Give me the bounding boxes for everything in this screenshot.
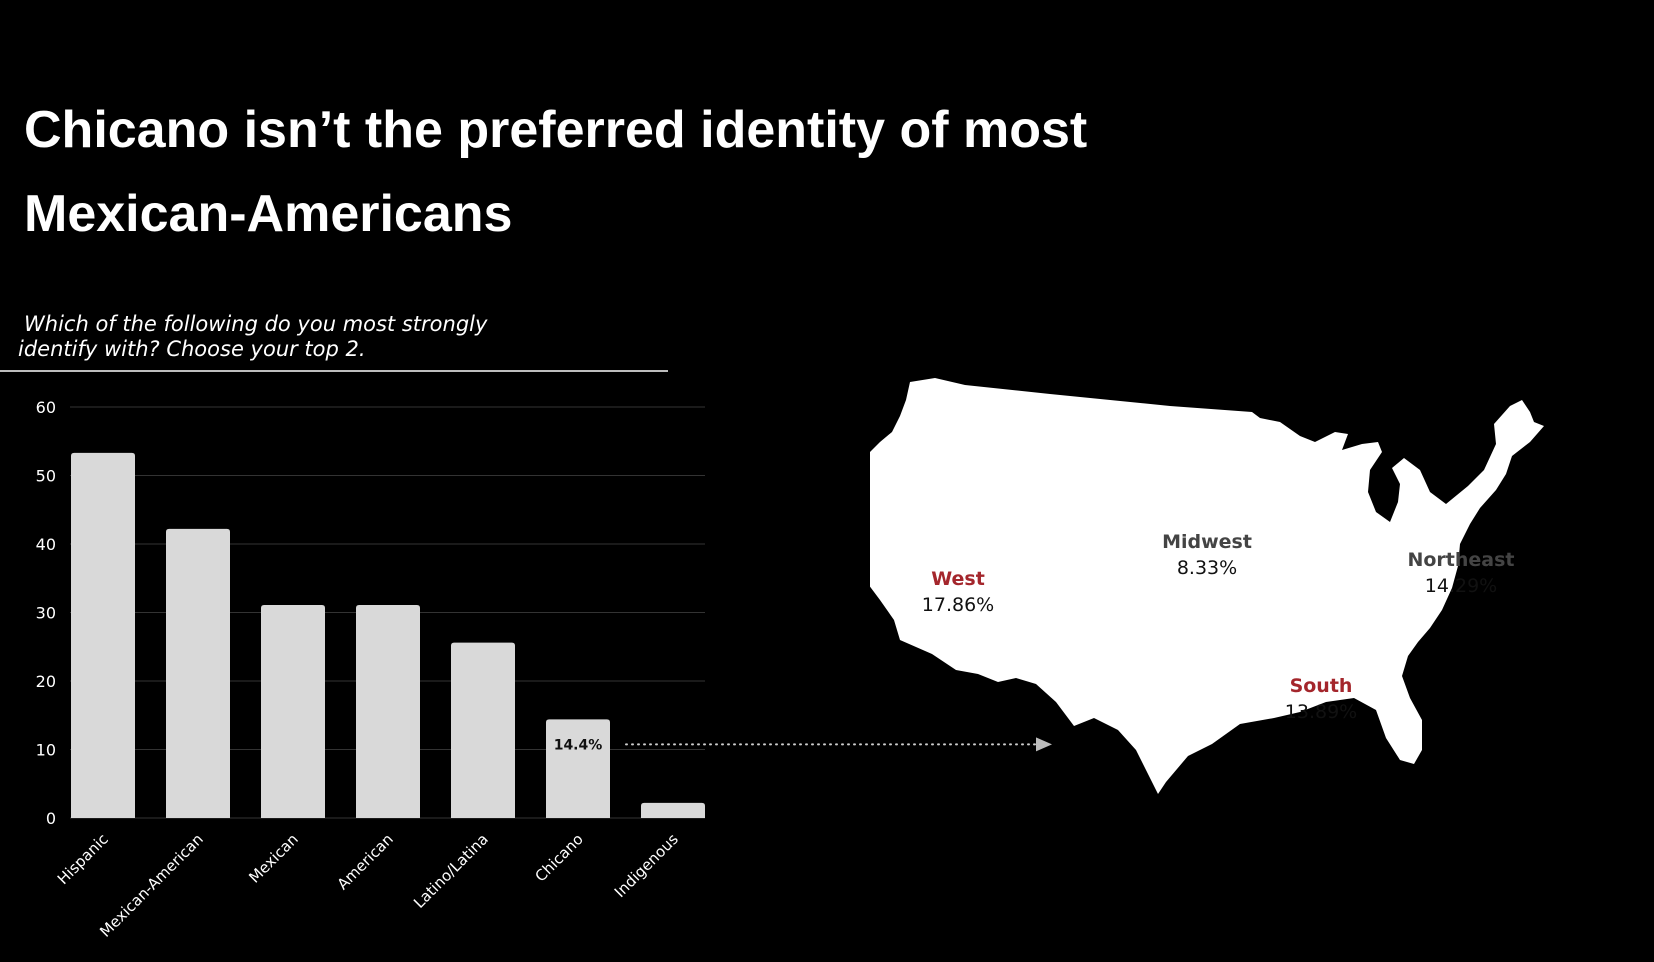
y-tick-label: 30	[36, 604, 56, 623]
us-map-shape	[870, 378, 1544, 794]
x-tick-label: Hispanic	[54, 830, 112, 888]
y-tick-label: 0	[46, 809, 56, 828]
annotation-arrow-head	[1036, 737, 1052, 752]
title-line-1: Chicano isn’t the preferred identity of …	[24, 101, 1088, 159]
y-tick-label: 40	[36, 535, 56, 554]
region-value-south: 13.89%	[1285, 701, 1357, 723]
chart-title: Chicano isn’t the preferred identity of …	[24, 88, 1224, 256]
title-line-2: Mexican-Americans	[24, 185, 513, 243]
bar	[641, 802, 705, 818]
x-tick-label: Latino/Latina	[410, 830, 492, 912]
bar	[451, 642, 515, 818]
region-value-northeast: 14.29%	[1425, 575, 1497, 597]
bar	[71, 452, 135, 818]
bar	[261, 604, 325, 818]
x-tick-label: American	[334, 830, 397, 893]
bar	[166, 528, 230, 818]
region-value-west: 17.86%	[922, 594, 994, 616]
us-map: West 17.86% Midwest 8.33% Northeast 14.29% Sou…	[870, 378, 1544, 794]
x-tick-label: Indigenous	[611, 830, 682, 901]
question-line-1: Which of the following do you most stron…	[24, 312, 488, 336]
y-tick-label: 50	[36, 467, 56, 486]
data-label: 14.4%	[554, 737, 603, 753]
question-line-2: identify with? Choose your top 2.	[18, 337, 366, 361]
survey-question: Which of the following do you most stron…	[18, 312, 538, 362]
y-tick-label: 10	[36, 741, 56, 760]
x-tick-label: Mexican-American	[96, 830, 207, 941]
region-name-northeast: Northeast	[1407, 549, 1514, 571]
region-name-midwest: Midwest	[1162, 531, 1252, 553]
question-divider	[0, 370, 668, 372]
region-name-south: South	[1290, 675, 1353, 697]
x-tick-label: Mexican	[245, 830, 302, 887]
y-tick-label: 60	[36, 398, 56, 417]
x-tick-label: Chicano	[531, 830, 586, 885]
bar	[546, 719, 610, 818]
region-name-west: West	[931, 568, 985, 590]
region-value-midwest: 8.33%	[1177, 557, 1237, 579]
y-tick-label: 20	[36, 672, 56, 691]
bar	[356, 604, 420, 818]
